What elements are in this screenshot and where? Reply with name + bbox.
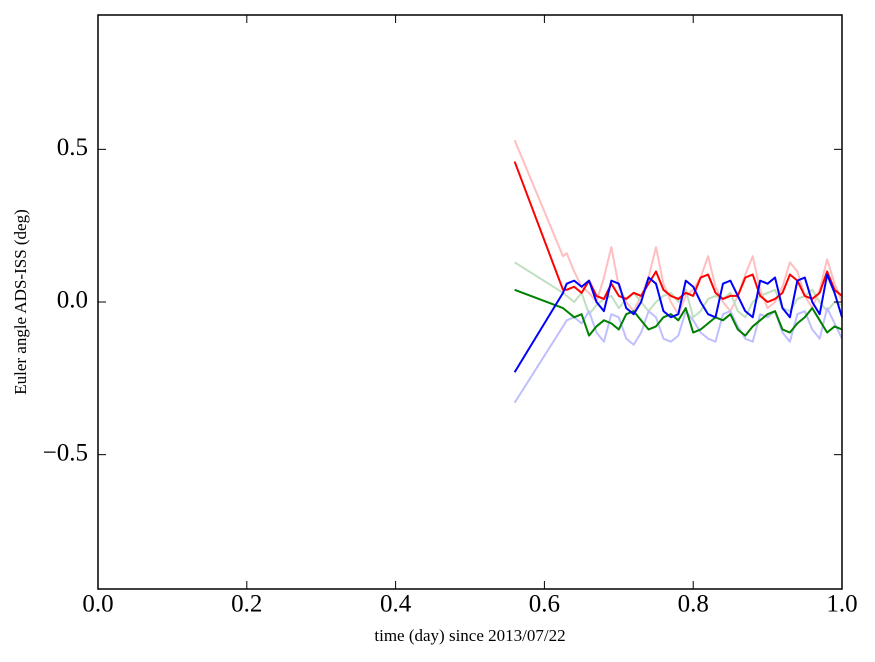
data-line bbox=[514, 261, 843, 319]
y-tick-label: 0.0 bbox=[57, 287, 88, 314]
data-line bbox=[513, 161, 843, 303]
data-line bbox=[513, 139, 843, 316]
data-line bbox=[513, 273, 843, 373]
x-tick-label: 0.0 bbox=[82, 591, 113, 618]
x-axis-label: time (day) since 2013/07/22 bbox=[374, 626, 565, 645]
x-tick-label: 0.8 bbox=[678, 591, 709, 618]
data-line bbox=[514, 288, 843, 337]
plot-frame bbox=[97, 14, 843, 590]
x-tick-label: 0.6 bbox=[529, 591, 560, 618]
y-tick-label: 0.5 bbox=[57, 134, 88, 161]
x-tick-label: 0.4 bbox=[380, 591, 412, 618]
x-tick-label: 1.0 bbox=[826, 591, 857, 618]
y-axis-label: Euler angle ADS-ISS (deg) bbox=[11, 209, 30, 395]
x-tick-label: 0.2 bbox=[231, 591, 262, 618]
y-tick-label: −0.5 bbox=[43, 439, 88, 466]
data-line bbox=[513, 307, 843, 404]
